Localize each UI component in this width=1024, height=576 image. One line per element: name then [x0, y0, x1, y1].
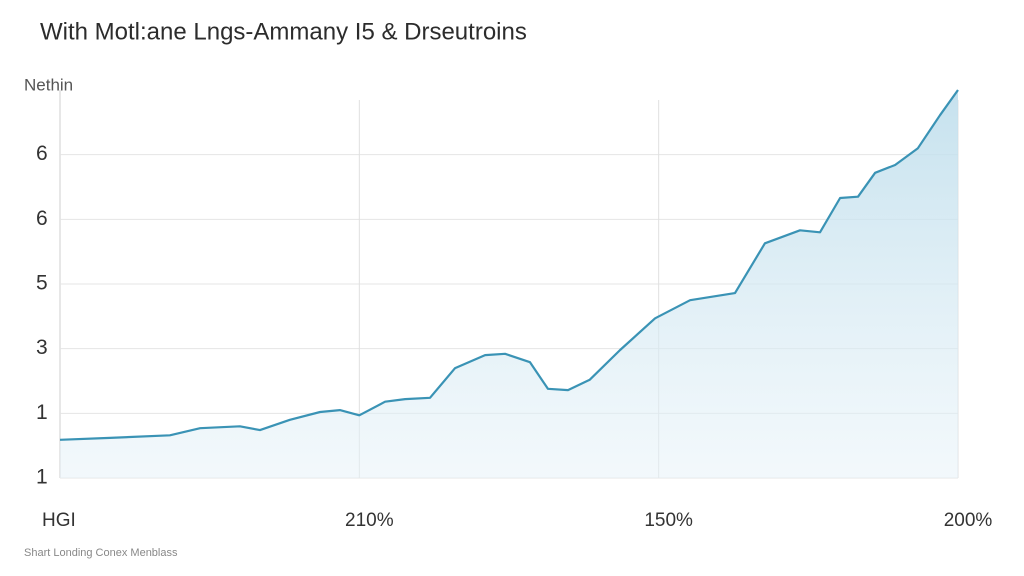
y-tick-label: 5 [36, 272, 48, 295]
y-tick-label: 6 [36, 142, 48, 165]
y-tick-label: 1 [36, 466, 48, 489]
y-axis-label: Nethin [24, 75, 73, 94]
area-fill [60, 90, 958, 478]
line [59, 89, 959, 441]
y-tick-label: 1 [36, 401, 48, 424]
x-tick-label: HGI [42, 510, 76, 531]
x-tick-label: 200% [944, 510, 993, 531]
footnote: Shart Londing Conex Menblass [24, 547, 178, 559]
y-tick-label: 6 [36, 207, 48, 230]
chart-title: With Motl:ane Lngs-Ammany I5 & Drseutroi… [40, 18, 527, 45]
x-tick-label: 150% [644, 510, 693, 531]
y-tick-label: 3 [36, 336, 48, 359]
x-tick-label: 210% [345, 510, 394, 531]
